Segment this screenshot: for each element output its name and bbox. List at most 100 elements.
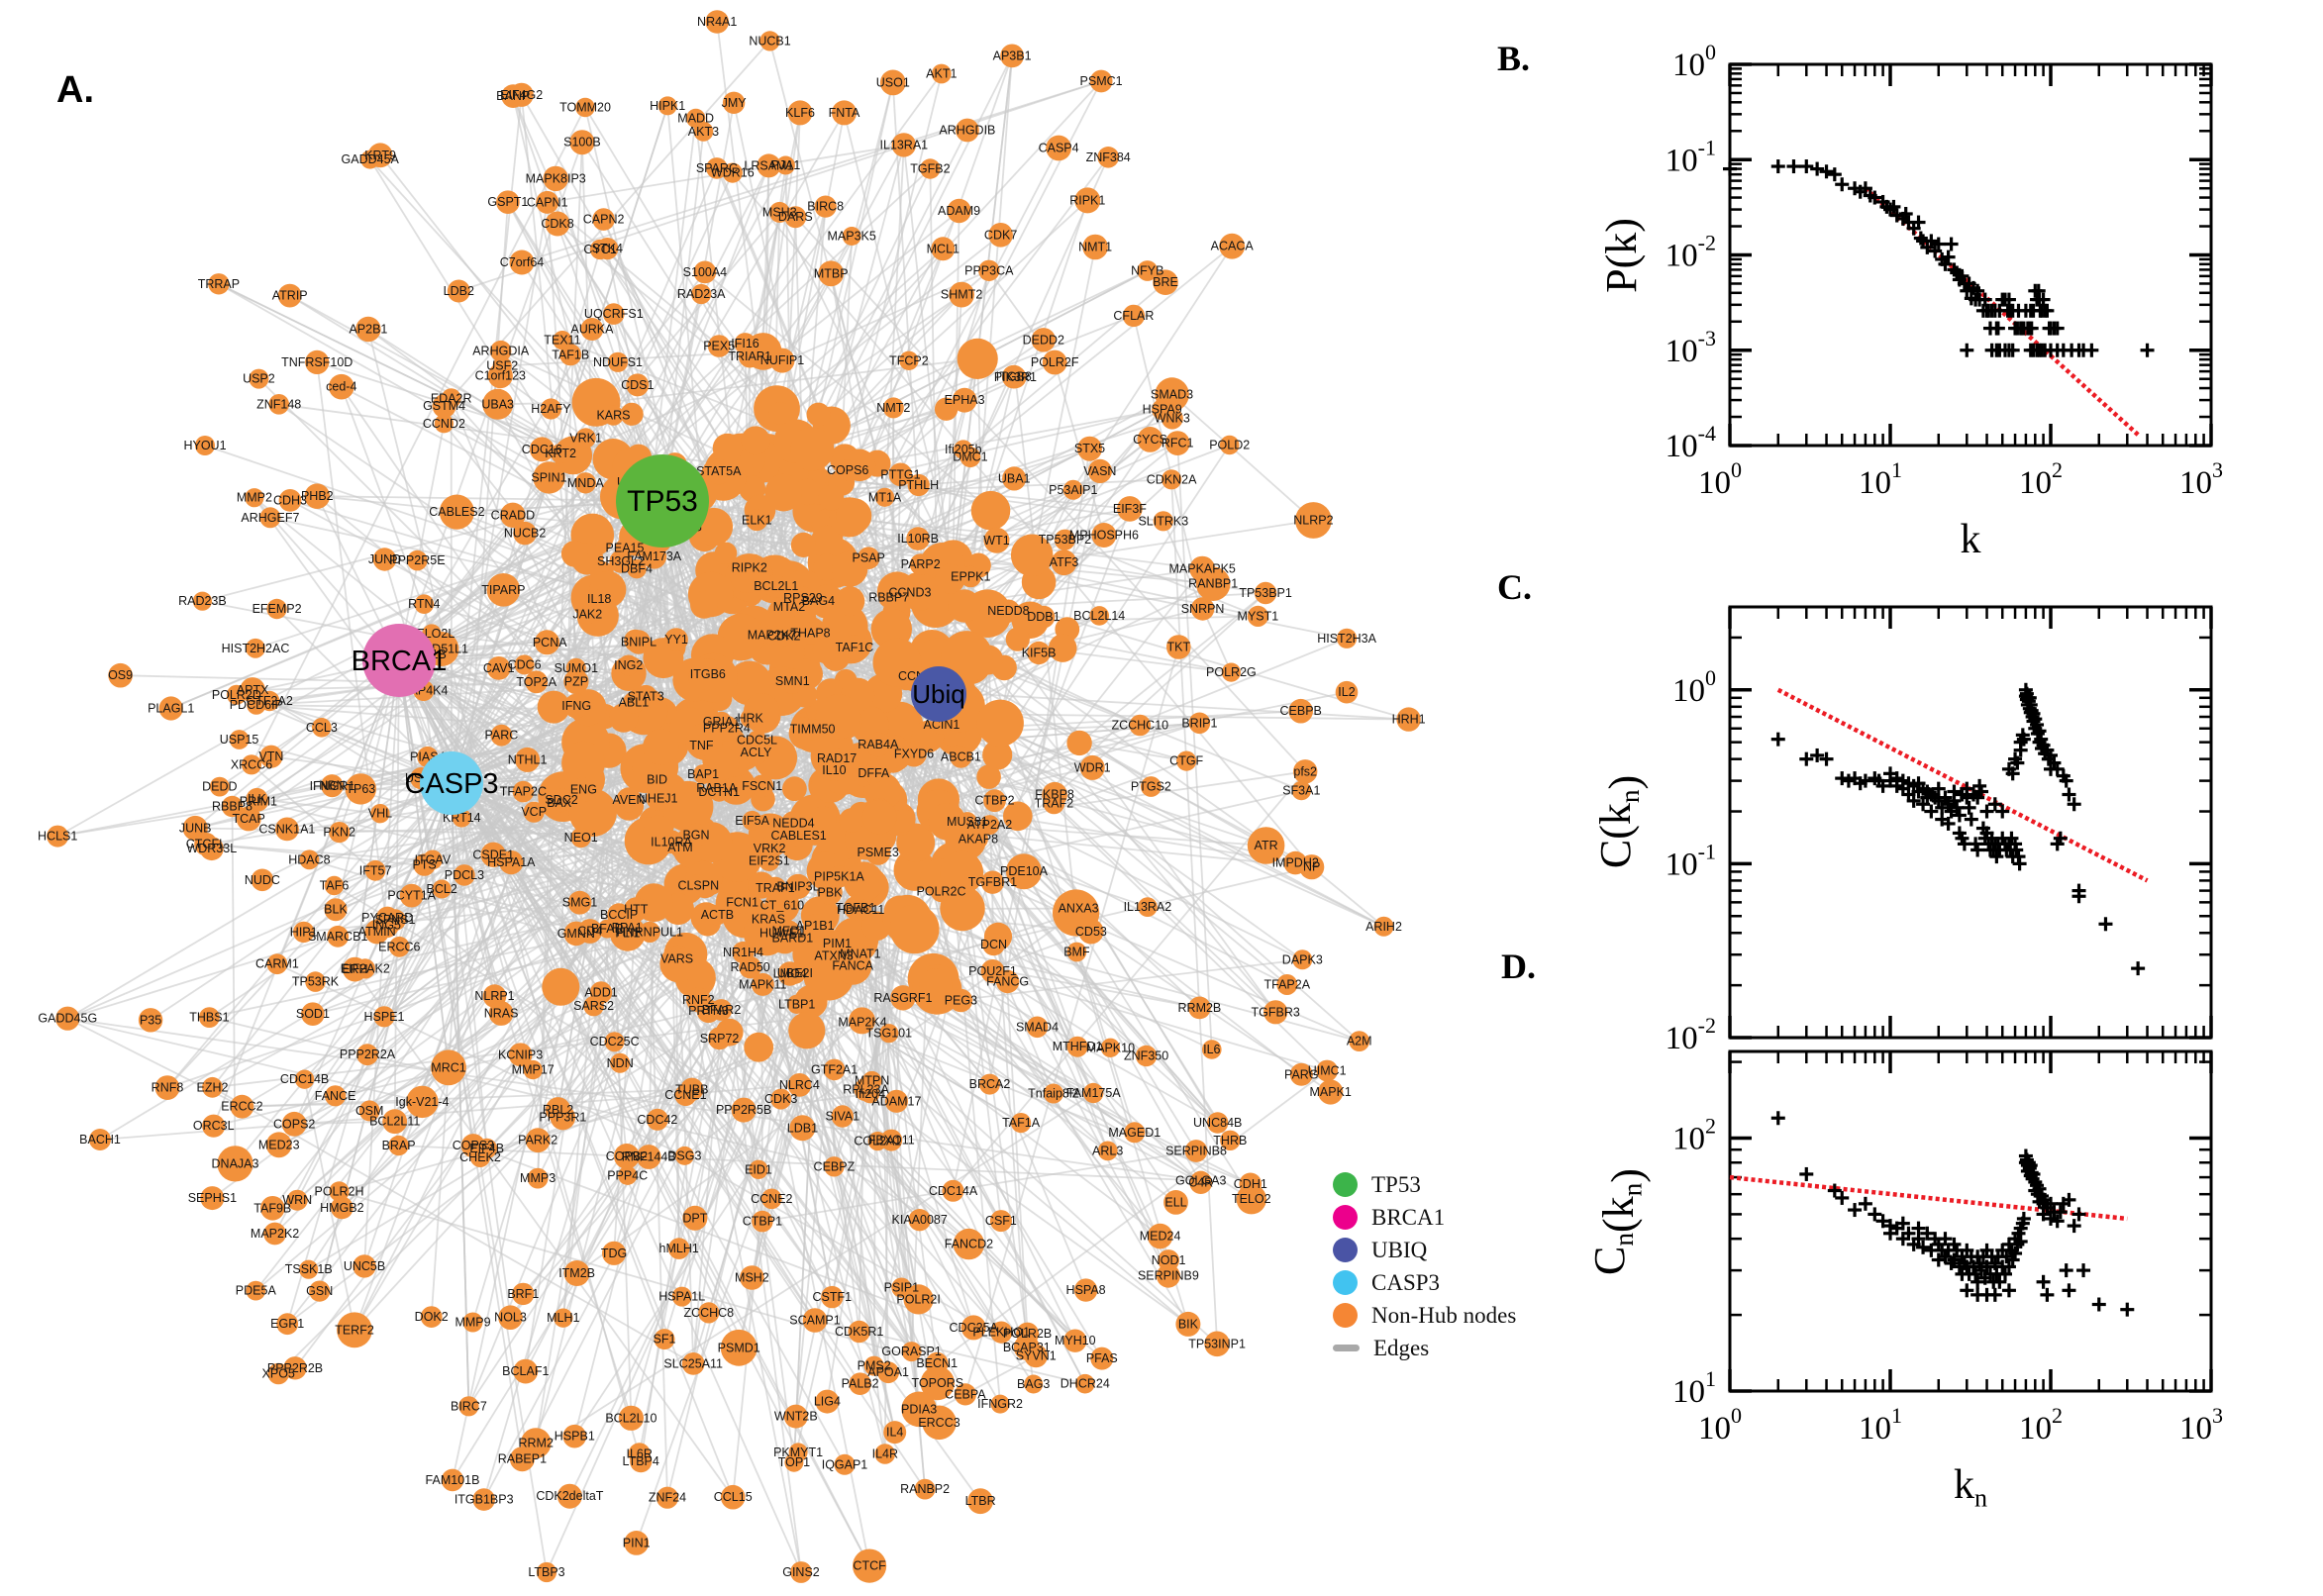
network-node	[837, 459, 858, 481]
network-node	[989, 1210, 1012, 1233]
network-node-label: IFNG	[561, 699, 591, 713]
network-node	[646, 786, 670, 811]
network-node-label: ADAM9	[938, 204, 980, 218]
network-node-label: KLF6	[785, 106, 815, 120]
network-core-node	[1048, 634, 1077, 662]
network-node-label: BID	[647, 773, 667, 787]
network-node	[217, 1146, 253, 1182]
axis-ticks	[1728, 62, 2213, 448]
network-node-label: CASP4	[1039, 142, 1079, 155]
network-node-label: PPP3CA	[964, 263, 1014, 277]
network-node	[1135, 1045, 1158, 1067]
network-node-label: TGFB1	[836, 901, 875, 915]
network-node	[496, 190, 520, 214]
network-node-label: MT1A	[868, 490, 902, 504]
network-node	[246, 1280, 266, 1301]
network-node	[259, 507, 281, 529]
network-node-label: POLR2G	[1206, 665, 1257, 679]
network-node	[265, 1132, 292, 1158]
network-node	[914, 1478, 936, 1500]
network-node	[487, 363, 513, 389]
network-node-label: YY1	[664, 633, 688, 647]
network-node-label: ZNF350	[1124, 1049, 1168, 1063]
node-swatch-icon	[1333, 1303, 1358, 1328]
network-node-label: TRAF2	[1035, 797, 1074, 811]
network-core-node	[690, 590, 718, 619]
network-node-label: CDC16	[522, 443, 562, 456]
network-node-label: A2M	[1347, 1035, 1372, 1048]
network-node	[431, 1049, 466, 1086]
tick-label: 101	[1859, 1403, 1902, 1446]
network-node-label: C7orf64	[500, 255, 545, 269]
network-node	[554, 1308, 573, 1328]
network-node-label: UBE2I	[777, 966, 813, 980]
network-node	[949, 281, 974, 308]
network-node	[358, 1100, 380, 1122]
network-node	[867, 1132, 887, 1151]
network-node	[1219, 233, 1246, 259]
network-node	[681, 1352, 705, 1375]
network-node	[1137, 427, 1163, 452]
network-node-label: PBK	[817, 885, 843, 899]
network-node-label: TP53RK	[292, 975, 340, 989]
network-node-label: NOD1	[1152, 1253, 1186, 1267]
network-node-label: UNC84B	[1193, 1116, 1242, 1130]
network-node-label: IL4	[886, 1426, 903, 1440]
network-node	[844, 895, 868, 921]
network-node	[1046, 135, 1071, 161]
network-node	[693, 260, 717, 284]
network-node-label: PDE5A	[236, 1284, 277, 1298]
network-node-label: CFLAR	[1113, 309, 1154, 323]
network-node	[781, 811, 806, 836]
network-node-label: MYH10	[1055, 1334, 1096, 1347]
network-node-label: NFYB	[1131, 264, 1163, 278]
network-node-label: TAF1A	[1002, 1116, 1041, 1130]
network-node	[1292, 949, 1313, 970]
network-node-label: COPS6	[827, 463, 868, 477]
network-node	[1158, 1249, 1179, 1271]
network-node	[263, 1222, 286, 1246]
network-node-label: ACIN1	[923, 718, 960, 732]
network-node-label: CDK2deltaT	[536, 1489, 603, 1503]
scatter-points	[1723, 159, 2155, 357]
network-node-label: TNF	[689, 739, 714, 752]
network-node-label: CYCS	[1133, 433, 1167, 447]
network-node	[698, 1302, 720, 1324]
network-node	[1162, 469, 1182, 490]
network-node	[740, 1265, 764, 1290]
network-node	[848, 1320, 870, 1344]
network-node	[740, 708, 760, 729]
network-node-label: ARHGDIA	[472, 345, 530, 358]
network-node	[562, 1424, 587, 1448]
network-node	[770, 1088, 792, 1110]
network-node-label: PPP2R4	[703, 722, 751, 736]
network-core-node	[861, 799, 897, 835]
network-node-label: RRM2	[518, 1437, 553, 1450]
network-node	[508, 1043, 533, 1067]
network-node	[901, 1391, 937, 1428]
network-node-label: NBN	[319, 778, 345, 792]
network-node	[990, 1394, 1010, 1414]
network-node	[432, 394, 456, 419]
network-node-label: NTHL1	[508, 752, 548, 766]
network-node-label: UNC5B	[344, 1259, 385, 1273]
network-node-label: HTT	[624, 903, 649, 917]
network-node-label: ING2	[614, 658, 643, 672]
network-node-label: CTCFL	[186, 838, 226, 851]
network-node-label: MPHOSPH6	[1069, 529, 1139, 543]
network-node-label: PTTG1	[880, 467, 920, 481]
network-node	[614, 1144, 640, 1169]
network-node-label: POLR2B	[1003, 1327, 1052, 1341]
network-node	[980, 870, 1005, 894]
network-node-label: SIVA1	[826, 1110, 860, 1124]
network-node	[353, 1254, 376, 1278]
network-node-label: CAPN1	[527, 195, 568, 209]
network-node-label: IL10RA	[651, 835, 692, 848]
network-node	[1097, 1141, 1118, 1161]
network-node-label: PFAS	[1086, 1351, 1118, 1365]
network-node-label: ATM	[667, 841, 692, 854]
network-node	[799, 622, 822, 645]
network-node	[472, 1488, 496, 1511]
network-node	[609, 915, 646, 951]
tick-label: 101	[1672, 1366, 1716, 1410]
